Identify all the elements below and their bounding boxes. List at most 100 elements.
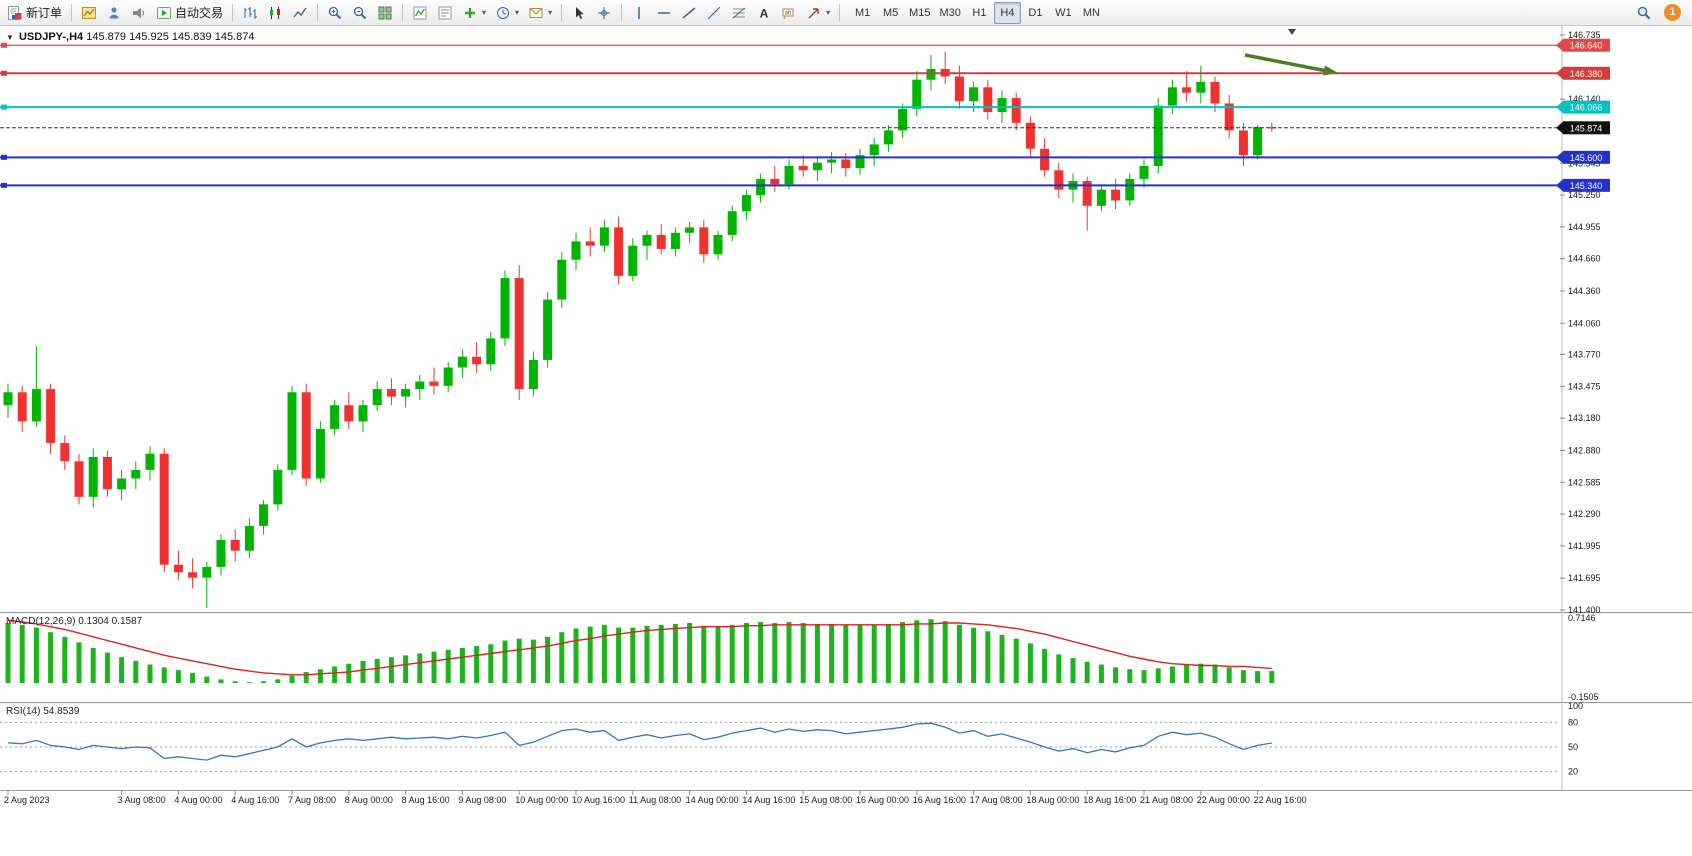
line-chart-button[interactable] <box>288 2 312 24</box>
macd-label: MACD(12,26,9) 0.1304 0.1587 <box>6 616 143 627</box>
macd-bar <box>573 628 579 684</box>
candle-body <box>571 241 581 260</box>
indicator-list-icon <box>413 6 427 19</box>
candle-body <box>46 389 56 443</box>
new-chart-button[interactable] <box>77 2 101 24</box>
candle-body <box>812 162 822 171</box>
macd-bar <box>218 679 224 684</box>
text-button[interactable]: A <box>752 2 776 24</box>
bar-chart-button[interactable] <box>238 2 262 24</box>
trendline-button[interactable] <box>677 2 701 24</box>
candle-body <box>784 165 794 185</box>
zoom-in-button[interactable] <box>323 2 347 24</box>
auto-trading-button[interactable]: 自动交易 <box>152 2 227 24</box>
timeframe-h1-button[interactable]: H1 <box>966 2 993 24</box>
crosshair-button[interactable] <box>592 2 616 24</box>
candle-body <box>159 453 169 565</box>
level-handle[interactable] <box>1 104 7 110</box>
rsi-label: RSI(14) 54.8539 <box>6 706 80 717</box>
svg-text:144.955: 144.955 <box>1568 222 1601 232</box>
svg-text:18 Aug 16:00: 18 Aug 16:00 <box>1083 795 1136 805</box>
fibonacci-button[interactable] <box>727 2 751 24</box>
candle-body <box>330 405 340 429</box>
vertical-line-button[interactable] <box>627 2 651 24</box>
candle-body <box>1238 130 1248 156</box>
candlestick-chart-button[interactable] <box>263 2 287 24</box>
candle-body <box>1196 81 1206 93</box>
macd-bar <box>928 619 934 684</box>
templates-button[interactable]: ▾ <box>524 2 556 24</box>
candle-body <box>741 195 751 212</box>
rsi-line <box>7 722 1272 761</box>
timeframe-d1-button[interactable]: D1 <box>1022 2 1049 24</box>
arrow-annotation[interactable] <box>1244 53 1338 76</box>
macd-histogram <box>5 619 1275 684</box>
svg-text:14 Aug 16:00: 14 Aug 16:00 <box>742 795 795 805</box>
svg-text:-0.1505: -0.1505 <box>1568 692 1599 702</box>
price-axis[interactable]: 146.735146.140145.545145.250144.955144.6… <box>1560 30 1601 615</box>
horizontal-line-button[interactable] <box>652 2 676 24</box>
object-list-icon <box>438 6 452 19</box>
profiles-button[interactable] <box>102 2 126 24</box>
svg-text:143.475: 143.475 <box>1568 381 1601 391</box>
bar-chart-icon <box>244 6 258 19</box>
periods-button[interactable]: ▾ <box>491 2 523 24</box>
toolbar-separator <box>317 4 319 21</box>
candle-body <box>1139 165 1149 179</box>
svg-text:141.695: 141.695 <box>1568 573 1601 583</box>
svg-text:3 Aug 08:00: 3 Aug 08:00 <box>118 795 166 805</box>
chart-shift-marker[interactable] <box>1288 29 1296 35</box>
search-button[interactable] <box>1632 2 1656 24</box>
candle-body <box>401 389 411 397</box>
market-watch-button[interactable] <box>127 2 151 24</box>
svg-text:A: A <box>760 6 769 20</box>
text-label-button[interactable]: ab <box>777 2 801 24</box>
svg-text:142.585: 142.585 <box>1568 477 1601 487</box>
macd-bar <box>19 624 25 684</box>
macd-bar <box>1269 671 1275 684</box>
cursor-button[interactable] <box>567 2 591 24</box>
candle-body <box>599 227 609 246</box>
macd-bar <box>204 676 210 684</box>
macd-bar <box>772 622 778 684</box>
candle-body <box>770 178 780 185</box>
tile-windows-button[interactable] <box>373 2 397 24</box>
level-handle[interactable] <box>1 70 7 76</box>
notifications-badge[interactable]: 1 <box>1664 4 1681 21</box>
level-handle[interactable] <box>1 42 7 48</box>
object-list-button[interactable] <box>433 2 457 24</box>
channel-button[interactable] <box>702 2 726 24</box>
zoom-out-button[interactable] <box>348 2 372 24</box>
svg-text:18 Aug 00:00: 18 Aug 00:00 <box>1026 795 1079 805</box>
macd-bar <box>474 646 480 684</box>
chart-canvas[interactable]: 146.735146.140145.545145.250144.955144.6… <box>0 26 1692 856</box>
macd-bar <box>1084 661 1090 684</box>
candle-body <box>17 392 27 422</box>
chart-header: ▼ USDJPY-,H4 145.879 145.925 145.839 145… <box>6 31 254 43</box>
timeframe-m30-button[interactable]: M30 <box>936 2 965 24</box>
indicator-list-button[interactable] <box>408 2 432 24</box>
level-handle[interactable] <box>1 154 7 160</box>
arrows-button[interactable]: ▾ <box>802 2 834 24</box>
timeframe-m15-button[interactable]: M15 <box>905 2 934 24</box>
new-order-button[interactable]: 新订单 <box>3 2 66 24</box>
timeframe-w1-button[interactable]: W1 <box>1050 2 1077 24</box>
svg-text:16 Aug 16:00: 16 Aug 16:00 <box>913 795 966 805</box>
macd-bar <box>417 653 423 684</box>
macd-bar <box>5 622 11 684</box>
timeframe-m5-button[interactable]: M5 <box>877 2 904 24</box>
level-handle[interactable] <box>1 182 7 188</box>
candle-body <box>855 155 865 169</box>
macd-bar <box>62 636 68 684</box>
timeframe-h4-button[interactable]: H4 <box>993 1 1021 24</box>
timeframe-mn-button[interactable]: MN <box>1078 2 1105 24</box>
macd-bar <box>246 682 252 684</box>
macd-bar <box>360 660 366 684</box>
candle-body <box>1096 189 1106 206</box>
timeframe-m1-button[interactable]: M1 <box>849 2 876 24</box>
chart-window[interactable]: 146.735146.140145.545145.250144.955144.6… <box>0 26 1692 856</box>
candle-body <box>514 278 524 390</box>
time-axis[interactable]: 2 Aug 2023 3 Aug 08:00 4 Aug 00:00 4 Aug 16… <box>4 790 1307 805</box>
add-indicator-button[interactable]: ▾ <box>458 2 490 24</box>
macd-bar <box>1042 648 1048 684</box>
